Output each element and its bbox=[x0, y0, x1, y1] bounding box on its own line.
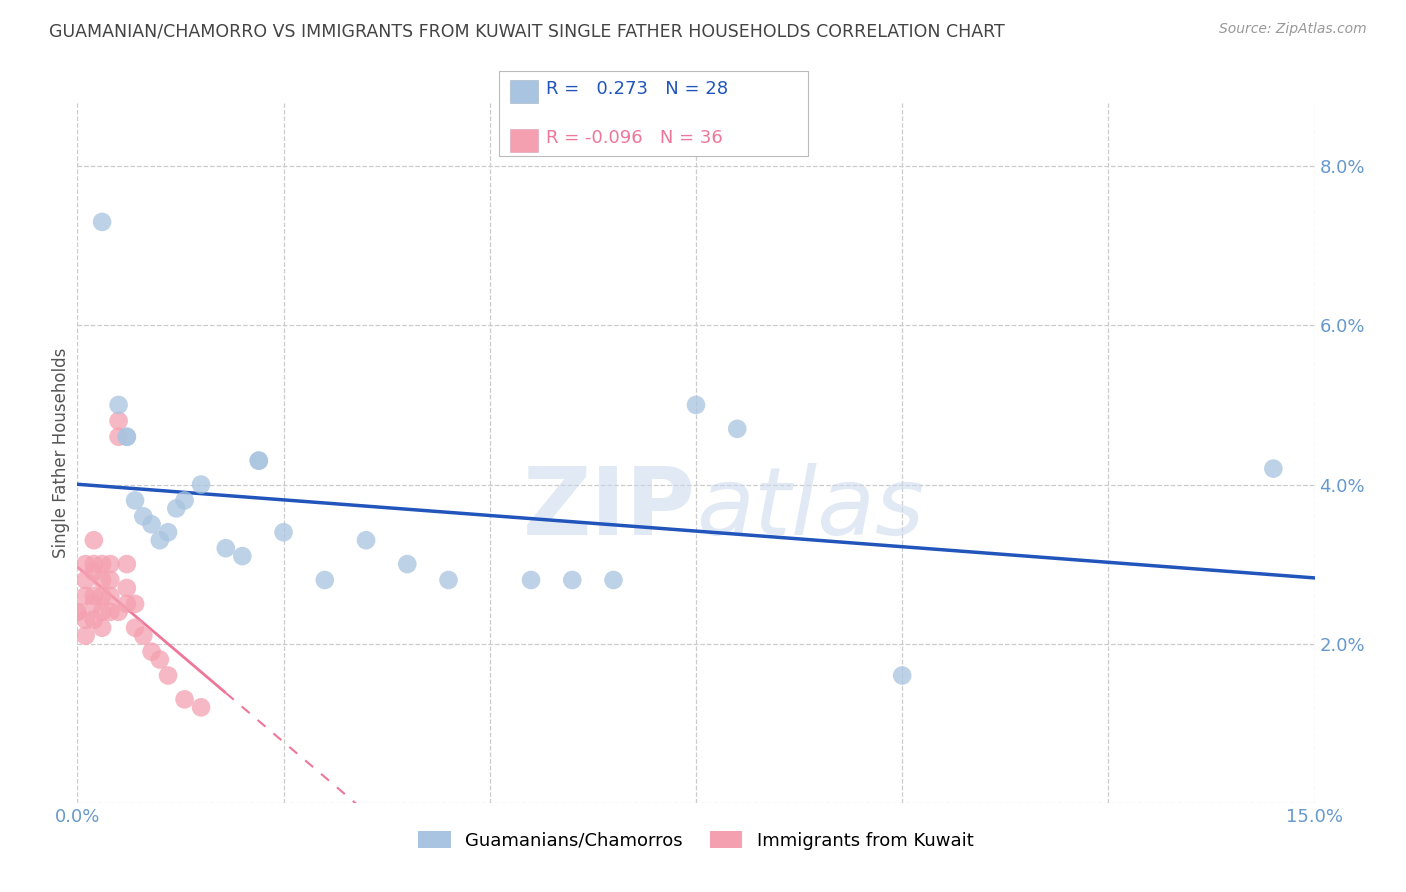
Point bbox=[91, 621, 114, 635]
Point bbox=[561, 573, 583, 587]
Point bbox=[157, 525, 180, 540]
Legend: Guamanians/Chamorros, Immigrants from Kuwait: Guamanians/Chamorros, Immigrants from Ku… bbox=[411, 823, 981, 857]
Point bbox=[132, 509, 155, 524]
Point bbox=[247, 453, 270, 467]
Point bbox=[91, 557, 114, 571]
Point bbox=[83, 613, 105, 627]
Y-axis label: Single Father Households: Single Father Households bbox=[52, 348, 70, 558]
Point bbox=[83, 565, 105, 579]
Point bbox=[132, 629, 155, 643]
Point bbox=[115, 581, 138, 595]
Point bbox=[75, 589, 97, 603]
Point bbox=[83, 597, 105, 611]
Point bbox=[602, 573, 624, 587]
Text: R =   0.273   N = 28: R = 0.273 N = 28 bbox=[546, 80, 728, 98]
Point bbox=[115, 430, 138, 444]
Text: atlas: atlas bbox=[696, 463, 924, 554]
Text: R = -0.096   N = 36: R = -0.096 N = 36 bbox=[546, 129, 723, 147]
Point bbox=[98, 573, 121, 587]
Point bbox=[149, 652, 172, 666]
Point bbox=[314, 573, 336, 587]
Point bbox=[173, 692, 195, 706]
Point bbox=[83, 557, 105, 571]
Point bbox=[107, 430, 129, 444]
Point bbox=[75, 629, 97, 643]
Point bbox=[149, 533, 172, 548]
Point bbox=[98, 605, 121, 619]
Point bbox=[115, 430, 138, 444]
Point bbox=[124, 621, 146, 635]
Point bbox=[107, 605, 129, 619]
Point bbox=[75, 557, 97, 571]
Point bbox=[157, 668, 180, 682]
Point bbox=[107, 414, 129, 428]
Point bbox=[107, 398, 129, 412]
Point bbox=[725, 422, 748, 436]
Point bbox=[83, 589, 105, 603]
Point bbox=[273, 525, 295, 540]
Point bbox=[173, 493, 195, 508]
Point bbox=[190, 477, 212, 491]
Point bbox=[165, 501, 187, 516]
Point bbox=[1263, 461, 1285, 475]
Point bbox=[247, 453, 270, 467]
Point bbox=[124, 597, 146, 611]
Point bbox=[891, 668, 914, 682]
Point bbox=[115, 597, 138, 611]
Point bbox=[231, 549, 253, 563]
Point bbox=[98, 589, 121, 603]
Point bbox=[91, 573, 114, 587]
Point bbox=[115, 557, 138, 571]
Point bbox=[98, 557, 121, 571]
Point bbox=[66, 605, 89, 619]
Point bbox=[437, 573, 460, 587]
Point bbox=[124, 493, 146, 508]
Point bbox=[83, 533, 105, 548]
Point bbox=[75, 613, 97, 627]
Point bbox=[141, 517, 163, 532]
Point bbox=[91, 605, 114, 619]
Point bbox=[215, 541, 238, 556]
Point bbox=[354, 533, 377, 548]
Point bbox=[91, 215, 114, 229]
Point bbox=[520, 573, 543, 587]
Text: ZIP: ZIP bbox=[523, 463, 696, 555]
Point bbox=[91, 589, 114, 603]
Text: Source: ZipAtlas.com: Source: ZipAtlas.com bbox=[1219, 22, 1367, 37]
Point bbox=[396, 557, 419, 571]
Point bbox=[685, 398, 707, 412]
Text: GUAMANIAN/CHAMORRO VS IMMIGRANTS FROM KUWAIT SINGLE FATHER HOUSEHOLDS CORRELATIO: GUAMANIAN/CHAMORRO VS IMMIGRANTS FROM KU… bbox=[49, 22, 1005, 40]
Point bbox=[141, 645, 163, 659]
Point bbox=[75, 573, 97, 587]
Point bbox=[66, 605, 89, 619]
Point bbox=[190, 700, 212, 714]
